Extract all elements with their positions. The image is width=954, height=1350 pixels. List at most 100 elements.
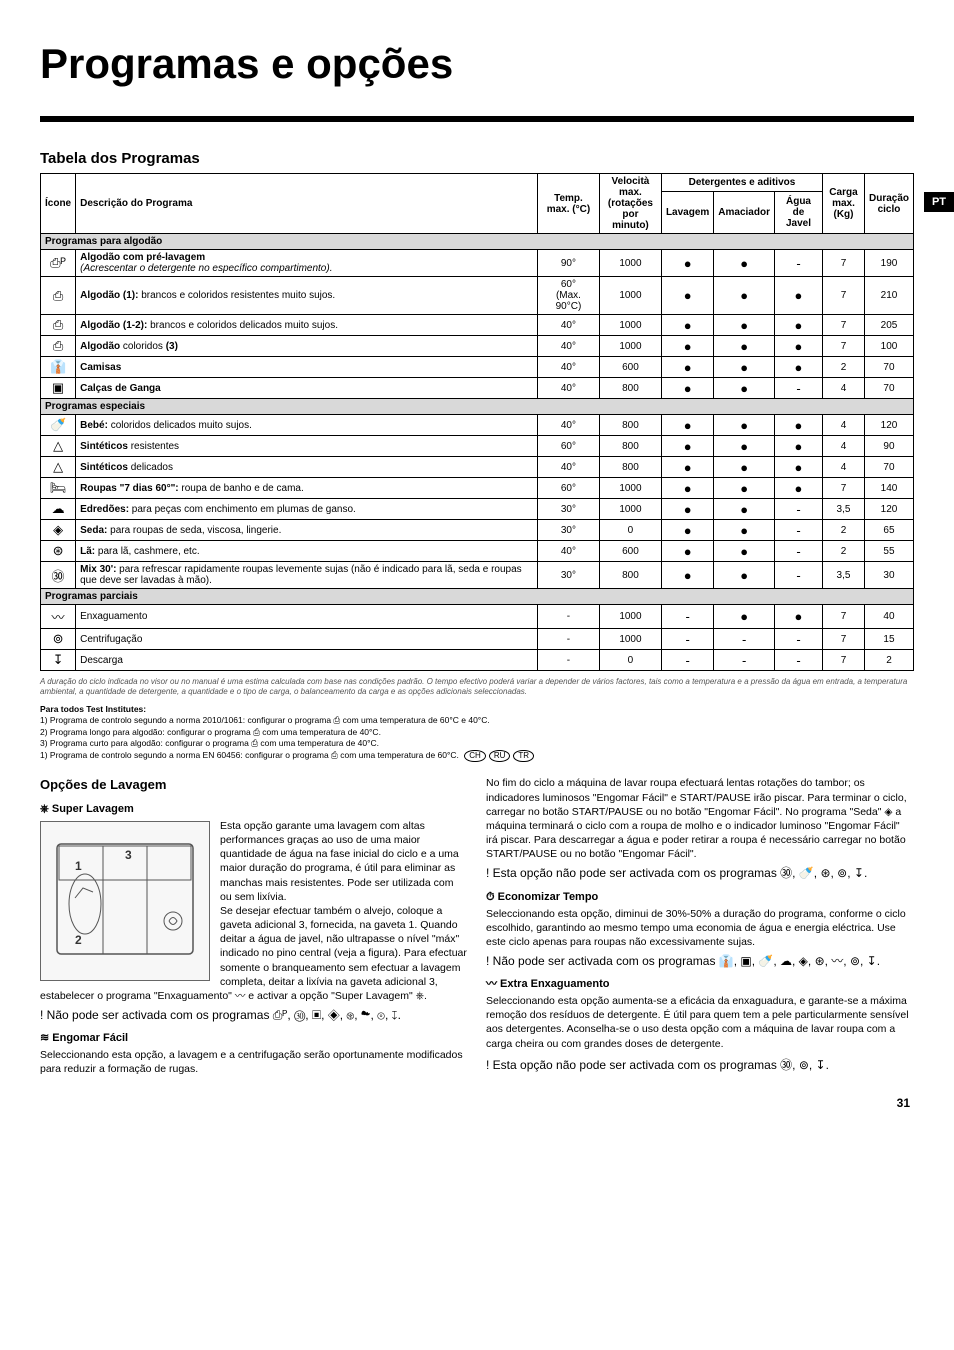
table-cell: Camisas (76, 357, 538, 378)
th-detergents: Detergentes e aditivos (661, 174, 822, 192)
table-cell: ● (661, 415, 713, 436)
table-cell: 7 (822, 277, 864, 315)
table-cell: ⎙ᴾ (41, 250, 76, 277)
table-cell: Algodão (1): brancos e coloridos resiste… (76, 277, 538, 315)
table-row: ⎙ᴾAlgodão com pré-lavagem(Acrescentar o … (41, 250, 914, 277)
table-row: ⎙Algodão coloridos (3)40°1000●●●7100 (41, 336, 914, 357)
table-cell: Algodão (1-2): brancos e coloridos delic… (76, 315, 538, 336)
table-cell: ● (774, 315, 822, 336)
table-cell: ● (714, 250, 775, 277)
options-section-title: Opções de Lavagem (40, 776, 468, 794)
institutes-block: Para todos Test Institutes: 1) Programa … (40, 704, 914, 763)
table-row: 🛏Roupas "7 dias 60°": roupa de banho e d… (41, 478, 914, 499)
table-cell: - (774, 650, 822, 671)
th-javel: Água de Javel (774, 191, 822, 233)
table-cell: ● (774, 478, 822, 499)
table-cell: - (537, 605, 599, 629)
table-cell: ● (714, 277, 775, 315)
table-cell: - (774, 629, 822, 650)
table-cell: ㉚ (41, 562, 76, 589)
table-cell: ⊚ (41, 629, 76, 650)
table-cell: ◈ (41, 520, 76, 541)
th-amaciador: Amaciador (714, 191, 775, 233)
super-body-top: Esta opção garante uma lavagem com altas… (220, 820, 459, 903)
table-cell: 0 (599, 650, 661, 671)
table-cell: ● (774, 357, 822, 378)
table-cell: ● (661, 315, 713, 336)
table-cell: 7 (822, 336, 864, 357)
table-cell: ● (774, 457, 822, 478)
table-cell: 4 (822, 436, 864, 457)
svg-text:2: 2 (75, 933, 82, 947)
page-number: 31 (40, 1096, 914, 1110)
table-cell: 205 (864, 315, 913, 336)
table-cell: ● (661, 457, 713, 478)
table-cell: ⎙ (41, 277, 76, 315)
table-cell: 1000 (599, 250, 661, 277)
options-right-col: No fim do ciclo a máquina de lavar roupa… (486, 776, 914, 1076)
table-cell: 1000 (599, 499, 661, 520)
options-left-col: Opções de Lavagem ⎈ Super Lavagem 3 1 2 (40, 776, 468, 1076)
table-cell: 40° (537, 336, 599, 357)
super-heading: ⎈ Super Lavagem (40, 802, 468, 817)
table-cell: 600 (599, 541, 661, 562)
table-cell: 40° (537, 357, 599, 378)
table-cell: 7 (822, 629, 864, 650)
table-cell: ● (714, 378, 775, 399)
table-cell: 1000 (599, 315, 661, 336)
table-cell: 3,5 (822, 562, 864, 589)
table-cell: - (774, 378, 822, 399)
table-cell: 90 (864, 436, 913, 457)
svg-text:1: 1 (75, 859, 82, 873)
table-cell: ● (714, 541, 775, 562)
table-cell: 40° (537, 315, 599, 336)
table-cell: ● (661, 336, 713, 357)
th-carga: Carga max. (Kg) (822, 174, 864, 234)
table-cell: 140 (864, 478, 913, 499)
table-cell: ↧ (41, 650, 76, 671)
table-cell: ● (774, 277, 822, 315)
table-cell: 4 (822, 378, 864, 399)
table-cell: ● (661, 499, 713, 520)
table-cell: 👔 (41, 357, 76, 378)
institutes-line: 2) Programa longo para algodão: configur… (40, 727, 381, 737)
table-row: 👔Camisas40°600●●●270 (41, 357, 914, 378)
extra-warn: ! Esta opção não pode ser activada com o… (486, 1057, 914, 1073)
table-cell: ● (714, 478, 775, 499)
table-cell: 40° (537, 415, 599, 436)
table-cell: Sintéticos delicados (76, 457, 538, 478)
table-cell: 800 (599, 378, 661, 399)
table-cell: ⎙ (41, 336, 76, 357)
table-cell: Edredões: para peças com enchimento em p… (76, 499, 538, 520)
table-cell: 30° (537, 562, 599, 589)
table-section-title: Tabela dos Programas (40, 150, 914, 167)
table-cell: 2 (864, 650, 913, 671)
table-cell: ● (661, 378, 713, 399)
divider-bar (40, 116, 914, 122)
table-cell: 120 (864, 415, 913, 436)
table-cell: ● (714, 336, 775, 357)
table-cell: 2 (822, 520, 864, 541)
super-warn: ! Não pode ser activada com os programas… (40, 1007, 468, 1023)
table-cell: - (774, 562, 822, 589)
table-cell: Mix 30': para refrescar rapidamente roup… (76, 562, 538, 589)
detergent-drawer-figure: 3 1 2 (40, 821, 210, 981)
table-cell: △ (41, 436, 76, 457)
table-cell: Descarga (76, 650, 538, 671)
table-cell: 0 (599, 520, 661, 541)
table-cell: 30 (864, 562, 913, 589)
table-row: ⊚Centrifugação-1000---715 (41, 629, 914, 650)
institutes-line: 1) Programa de controlo segundo a norma … (40, 750, 459, 760)
table-cell: 210 (864, 277, 913, 315)
engomar-body: Seleccionando esta opção, a lavagem e a … (40, 1048, 468, 1076)
table-cell: - (714, 650, 775, 671)
table-row: △Sintéticos resistentes60°800●●●490 (41, 436, 914, 457)
table-cell: ● (661, 277, 713, 315)
table-cell: ⎙ (41, 315, 76, 336)
table-cell: 30° (537, 520, 599, 541)
table-cell: ⊛ (41, 541, 76, 562)
table-row: ⎙Algodão (1-2): brancos e coloridos deli… (41, 315, 914, 336)
table-row: ▣Calças de Ganga40°800●●-470 (41, 378, 914, 399)
table-cell: ● (774, 605, 822, 629)
table-cell: 800 (599, 436, 661, 457)
